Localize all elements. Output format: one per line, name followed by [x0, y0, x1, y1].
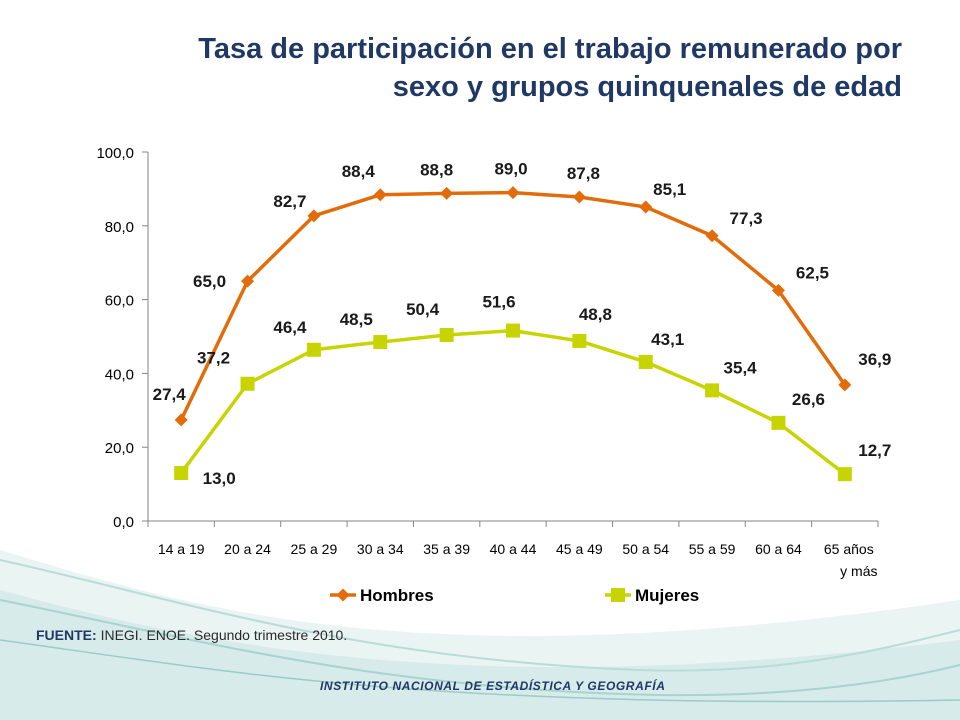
legend-label-hombres: Hombres: [360, 586, 434, 605]
data-point-mujeres: [373, 335, 388, 350]
data-label-mujeres: 35,4: [724, 358, 758, 377]
x-tick-label: 65 años y más: [824, 541, 878, 579]
title-line-2: sexo y grupos quinquenales de edad: [392, 71, 902, 103]
data-label-mujeres: 13,0: [203, 469, 236, 488]
data-point-mujeres: [174, 466, 189, 481]
data-label-mujeres: 26,6: [792, 390, 825, 409]
data-label-hombres: 88,4: [342, 162, 376, 181]
data-point-hombres: [440, 186, 454, 200]
legend-marker-mujeres: [611, 588, 625, 602]
data-point-mujeres: [439, 328, 454, 343]
data-point-mujeres: [638, 354, 653, 369]
data-label-hombres: 85,1: [653, 180, 686, 199]
data-label-hombres: 89,0: [494, 160, 527, 179]
data-label-hombres: 88,8: [420, 160, 453, 179]
y-tick-label: 100,0: [96, 145, 134, 162]
data-label-mujeres: 37,2: [197, 349, 230, 368]
institute-name: INSTITUTO NACIONAL DE ESTADÍSTICA Y GEOG…: [320, 679, 666, 693]
data-point-mujeres: [837, 467, 852, 482]
series-line-mujeres: [179, 328, 846, 476]
data-label-hombres: 36,9: [858, 350, 891, 369]
y-tick-label: 80,0: [105, 219, 134, 236]
source-label: FUENTE:: [36, 627, 97, 643]
x-tick-label: 14 a 19: [158, 541, 205, 557]
y-tick-label: 0,0: [113, 514, 134, 531]
data-point-mujeres: [240, 376, 255, 391]
data-point-hombres: [373, 188, 387, 202]
data-point-hombres: [838, 378, 852, 392]
data-point-mujeres: [306, 342, 321, 357]
x-tick-label: 20 a 24: [224, 541, 271, 557]
data-label-hombres: 87,8: [567, 164, 600, 183]
data-label-hombres: 77,3: [730, 209, 763, 228]
y-tick-label: 40,0: [105, 366, 134, 383]
data-label-hombres: 27,4: [153, 385, 187, 404]
x-tick-label: 35 a 39: [423, 541, 470, 557]
y-tick-label: 60,0: [105, 293, 134, 310]
data-point-hombres: [572, 190, 586, 204]
source-text: INEGI. ENOE. Segundo trimestre 2010.: [100, 627, 348, 643]
data-label-mujeres: 48,5: [340, 310, 373, 329]
data-label-hombres: 82,7: [273, 192, 306, 211]
data-point-hombres: [174, 413, 188, 427]
data-point-hombres: [639, 200, 653, 214]
slide-title: Tasa de participación en el trabajo remu…: [42, 30, 902, 106]
source-note: FUENTE: INEGI. ENOE. Segundo trimestre 2…: [36, 627, 347, 643]
data-label-mujeres: 51,6: [482, 293, 515, 312]
data-point-hombres: [705, 229, 719, 243]
x-tick-label: 25 a 29: [291, 541, 338, 557]
data-label-mujeres: 12,7: [858, 441, 891, 460]
data-label-hombres: 65,0: [193, 272, 226, 291]
x-tick-label: 55 a 59: [689, 541, 736, 557]
data-point-hombres: [771, 283, 785, 297]
data-point-hombres: [307, 209, 321, 223]
data-point-hombres: [506, 186, 520, 200]
data-label-hombres: 62,5: [796, 263, 829, 282]
x-tick-label: 60 a 64: [755, 541, 802, 557]
data-point-mujeres: [506, 323, 520, 338]
legend-label-mujeres: Mujeres: [635, 586, 699, 605]
x-tick-label: 45 a 49: [556, 541, 603, 557]
data-label-mujeres: 43,1: [651, 330, 684, 349]
data-label-mujeres: 46,4: [273, 318, 307, 337]
y-tick-label: 20,0: [105, 440, 134, 457]
title-line-1: Tasa de participación en el trabajo remu…: [198, 33, 902, 65]
data-point-mujeres: [771, 415, 786, 430]
legend-marker-hombres: [336, 588, 350, 602]
data-label-mujeres: 50,4: [406, 300, 440, 319]
data-point-mujeres: [705, 383, 720, 398]
x-tick-label: 30 a 34: [357, 541, 404, 557]
x-tick-label: 50 a 54: [622, 541, 669, 557]
x-tick-label: 40 a 44: [490, 541, 537, 557]
data-label-mujeres: 48,8: [579, 305, 612, 324]
data-point-hombres: [241, 274, 255, 288]
data-point-mujeres: [572, 333, 587, 348]
